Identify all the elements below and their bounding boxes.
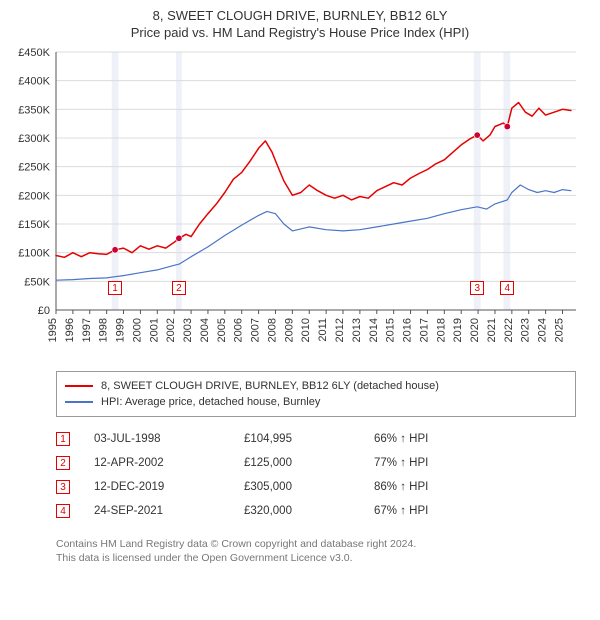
x-tick-label: 2024 xyxy=(537,318,549,342)
x-tick-label: 2006 xyxy=(233,318,245,342)
table-row: 4 24-SEP-2021£320,00067% ↑ HPI xyxy=(56,499,576,523)
x-tick-label: 2012 xyxy=(334,318,346,342)
chart-svg: £0 £50K £100K £150K £200K £250K £300K £350K £400… xyxy=(10,48,586,358)
tx-price: £125,000 xyxy=(244,457,374,469)
x-tick-label: 2010 xyxy=(300,318,312,342)
transactions-table: 1 03-JUL-1998£104,99566% ↑ HPI 2 12-APR-200… xyxy=(56,427,576,523)
legend-label: HPI: Average price, detached house, Burn… xyxy=(101,396,320,408)
table-row: 1 03-JUL-1998£104,99566% ↑ HPI xyxy=(56,427,576,451)
x-tick-label: 2001 xyxy=(148,318,160,342)
x-tick-label: 2022 xyxy=(503,318,515,342)
page-subtitle: Price paid vs. HM Land Registry's House … xyxy=(10,25,590,40)
price-marker-dot xyxy=(112,247,118,253)
x-tick-label: 2005 xyxy=(216,318,228,342)
footer-line-1: Contains HM Land Registry data © Crown c… xyxy=(56,537,576,551)
table-row: 2 12-APR-2002£125,00077% ↑ HPI xyxy=(56,451,576,475)
tx-index-box: 4 xyxy=(56,504,70,518)
x-tick-label: 1995 xyxy=(47,318,59,342)
price-marker-dot xyxy=(504,123,510,129)
price-chart: £0 £50K £100K £150K £200K £250K £300K £350K £400… xyxy=(10,48,590,363)
legend: 8, SWEET CLOUGH DRIVE, BURNLEY, BB12 6LY… xyxy=(56,371,576,417)
x-tick-label: 1998 xyxy=(98,318,110,342)
legend-row: HPI: Average price, detached house, Burn… xyxy=(65,394,567,410)
x-tick-label: 2009 xyxy=(283,318,295,342)
tx-index-box: 2 xyxy=(56,456,70,470)
legend-swatch xyxy=(65,401,93,403)
legend-label: 8, SWEET CLOUGH DRIVE, BURNLEY, BB12 6LY… xyxy=(101,380,439,392)
footer-line-2: This data is licensed under the Open Gov… xyxy=(56,551,576,565)
y-tick-label: £300K xyxy=(18,133,50,145)
tx-date: 24-SEP-2021 xyxy=(94,505,244,517)
x-tick-label: 2016 xyxy=(402,318,414,342)
x-tick-label: 2025 xyxy=(553,318,565,342)
tx-price: £104,995 xyxy=(244,433,374,445)
x-tick-label: 2020 xyxy=(469,318,481,342)
x-tick-label: 2003 xyxy=(182,318,194,342)
y-tick-label: £150K xyxy=(18,219,50,231)
x-tick-label: 2014 xyxy=(368,318,380,342)
y-tick-label: £200K xyxy=(18,190,50,202)
legend-swatch xyxy=(65,385,93,387)
tx-index-box: 3 xyxy=(56,480,70,494)
tx-index-box: 1 xyxy=(56,432,70,446)
page-title: 8, SWEET CLOUGH DRIVE, BURNLEY, BB12 6LY xyxy=(10,8,590,23)
x-tick-label: 2018 xyxy=(435,318,447,342)
x-tick-label: 2013 xyxy=(351,318,363,342)
x-tick-label: 2017 xyxy=(418,318,430,342)
price-marker-dot xyxy=(176,235,182,241)
x-tick-label: 2002 xyxy=(165,318,177,342)
tx-price: £305,000 xyxy=(244,481,374,493)
x-tick-label: 2000 xyxy=(131,318,143,342)
tx-hpi: 66% ↑ HPI xyxy=(374,433,576,445)
y-tick-label: £100K xyxy=(18,248,50,260)
y-tick-label: £250K xyxy=(18,162,50,174)
y-tick-label: £50K xyxy=(24,276,50,288)
price-marker-dot xyxy=(474,132,480,138)
tx-date: 03-JUL-1998 xyxy=(94,433,244,445)
x-tick-label: 2023 xyxy=(520,318,532,342)
tx-hpi: 77% ↑ HPI xyxy=(374,457,576,469)
y-tick-label: £0 xyxy=(38,305,50,317)
tx-price: £320,000 xyxy=(244,505,374,517)
x-tick-label: 1999 xyxy=(115,318,127,342)
y-tick-label: £400K xyxy=(18,76,50,88)
y-tick-label: £450K xyxy=(18,48,50,59)
x-tick-label: 2021 xyxy=(486,318,498,342)
x-tick-label: 1996 xyxy=(64,318,76,342)
x-tick-label: 1997 xyxy=(81,318,93,342)
x-tick-label: 2015 xyxy=(385,318,397,342)
x-tick-label: 2007 xyxy=(250,318,262,342)
tx-hpi: 86% ↑ HPI xyxy=(374,481,576,493)
x-tick-label: 2008 xyxy=(266,318,278,342)
tx-hpi: 67% ↑ HPI xyxy=(374,505,576,517)
x-tick-label: 2004 xyxy=(199,318,211,342)
table-row: 3 12-DEC-2019£305,00086% ↑ HPI xyxy=(56,475,576,499)
tx-date: 12-APR-2002 xyxy=(94,457,244,469)
x-tick-label: 2011 xyxy=(317,318,329,342)
y-tick-label: £350K xyxy=(18,104,50,116)
tx-date: 12-DEC-2019 xyxy=(94,481,244,493)
footer-attribution: Contains HM Land Registry data © Crown c… xyxy=(56,537,576,565)
legend-row: 8, SWEET CLOUGH DRIVE, BURNLEY, BB12 6LY… xyxy=(65,378,567,394)
x-tick-label: 2019 xyxy=(452,318,464,342)
